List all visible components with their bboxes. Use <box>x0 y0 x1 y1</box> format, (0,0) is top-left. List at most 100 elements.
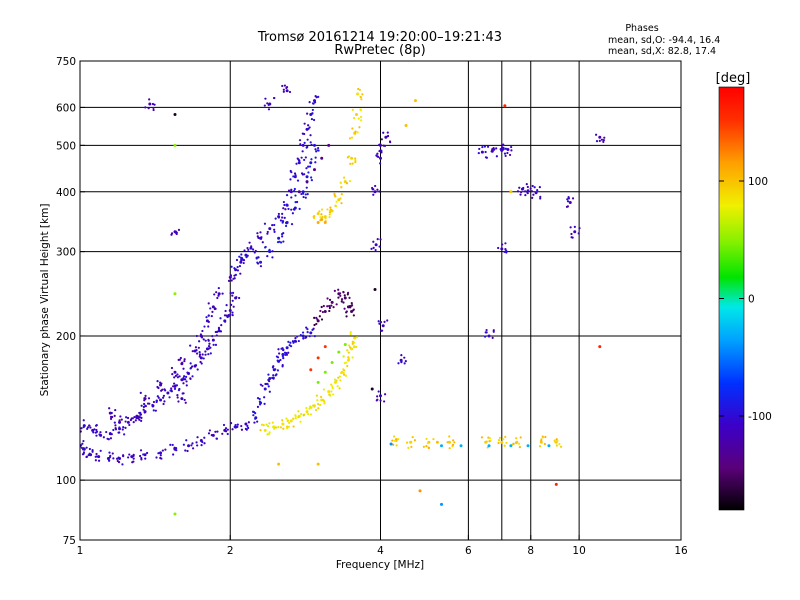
data-point-cloud <box>261 384 264 387</box>
data-point-cloud <box>285 417 288 420</box>
data-point-cloud <box>208 429 211 432</box>
data-point-cloud <box>226 428 229 431</box>
data-point-cloud <box>307 124 310 127</box>
data-point-cloud <box>278 352 281 355</box>
data-point <box>506 148 510 152</box>
data-point-cloud <box>256 405 260 408</box>
data-point-cloud <box>203 325 206 328</box>
data-point-cloud <box>308 407 311 410</box>
data-point-cloud <box>195 349 198 352</box>
data-point-cloud <box>82 439 85 443</box>
data-point <box>487 444 491 448</box>
data-point-cloud <box>344 374 348 377</box>
data-point-cloud <box>81 442 84 445</box>
data-point-cloud <box>286 419 289 422</box>
data-point-cloud <box>202 357 205 360</box>
data-point-cloud <box>500 149 503 152</box>
data-point-cloud <box>295 162 298 165</box>
data-point-cloud <box>95 452 98 456</box>
data-point-cloud <box>179 356 182 360</box>
data-point-cloud <box>281 221 284 224</box>
data-point-cloud <box>148 98 151 101</box>
data-point-cloud <box>291 212 294 215</box>
data-point-cloud <box>170 366 174 370</box>
data-point-cloud <box>91 448 94 452</box>
data-point-cloud <box>512 442 515 445</box>
data-point <box>487 334 491 338</box>
data-point-cloud <box>302 192 305 195</box>
data-point-cloud <box>453 441 456 444</box>
data-point-cloud <box>108 407 111 410</box>
data-point-cloud <box>201 329 204 333</box>
data-point-cloud <box>293 189 296 193</box>
data-point-cloud <box>315 150 318 153</box>
data-point-cloud <box>310 113 313 116</box>
data-point-cloud <box>77 446 79 448</box>
data-point-cloud <box>159 454 162 457</box>
data-point-cloud <box>286 425 289 428</box>
data-point-cloud <box>177 228 181 231</box>
data-point-cloud <box>351 162 354 165</box>
data-point-cloud <box>378 245 381 248</box>
data-point-cloud <box>172 453 175 456</box>
data-point-cloud <box>379 399 382 402</box>
data-point-cloud <box>94 431 97 434</box>
data-point-cloud <box>114 424 117 427</box>
data-point-cloud <box>220 324 223 327</box>
data-point-cloud <box>448 447 451 450</box>
data-point-cloud <box>432 437 435 441</box>
data-point-cloud <box>303 141 306 144</box>
data-point-cloud <box>342 176 346 179</box>
data-point-cloud <box>317 149 320 152</box>
data-point-cloud <box>240 428 244 431</box>
data-point-cloud <box>230 279 233 282</box>
data-point-cloud <box>259 383 262 386</box>
data-point <box>418 489 422 493</box>
data-point-cloud <box>314 161 317 164</box>
data-point-cloud <box>315 316 318 319</box>
data-point-cloud <box>263 402 266 406</box>
data-point-cloud <box>76 446 78 448</box>
data-point-cloud <box>277 348 280 351</box>
colorbar-ticks: 100 0 -100 <box>719 176 772 423</box>
data-point-cloud <box>256 262 260 265</box>
series-F-low-start <box>76 421 250 466</box>
data-point-cloud <box>282 90 285 93</box>
data-point-cloud <box>235 296 238 299</box>
data-point <box>370 387 374 391</box>
series-F2-x <box>312 87 364 223</box>
data-point-cloud <box>302 414 305 417</box>
data-point-cloud <box>124 420 127 423</box>
data-point-cloud <box>282 200 285 204</box>
data-point-cloud <box>139 449 143 452</box>
data-point-cloud <box>76 448 78 450</box>
stats-line-x: mean, sd,X: 82.8, 17.4 <box>608 46 716 57</box>
data-point-cloud <box>377 320 380 323</box>
data-point-cloud <box>502 147 505 151</box>
data-point-cloud <box>133 415 136 419</box>
data-point-cloud <box>201 440 204 444</box>
data-point-cloud <box>80 427 83 430</box>
data-point-cloud <box>305 326 308 329</box>
data-point-cloud <box>506 151 509 155</box>
data-point-cloud <box>383 320 386 323</box>
data-point-cloud <box>335 200 338 203</box>
data-point-cloud <box>566 198 569 201</box>
data-point-cloud <box>277 426 280 429</box>
data-point-cloud <box>491 336 494 339</box>
data-point-cloud <box>505 441 508 445</box>
data-point-cloud <box>176 376 179 379</box>
series-scatter-orange <box>418 489 422 493</box>
data-point <box>500 440 504 444</box>
data-point-cloud <box>144 106 147 109</box>
data-point-cloud <box>164 389 167 392</box>
data-point-cloud <box>540 438 543 441</box>
data-point-cloud <box>304 196 307 199</box>
data-point <box>259 260 263 264</box>
data-point-cloud <box>349 162 352 165</box>
chart-subtitle: RwPretec (8p) <box>334 43 425 58</box>
data-point <box>448 440 452 444</box>
data-point-cloud <box>119 415 122 418</box>
data-point-cloud <box>307 165 310 168</box>
data-point-cloud <box>337 288 340 291</box>
